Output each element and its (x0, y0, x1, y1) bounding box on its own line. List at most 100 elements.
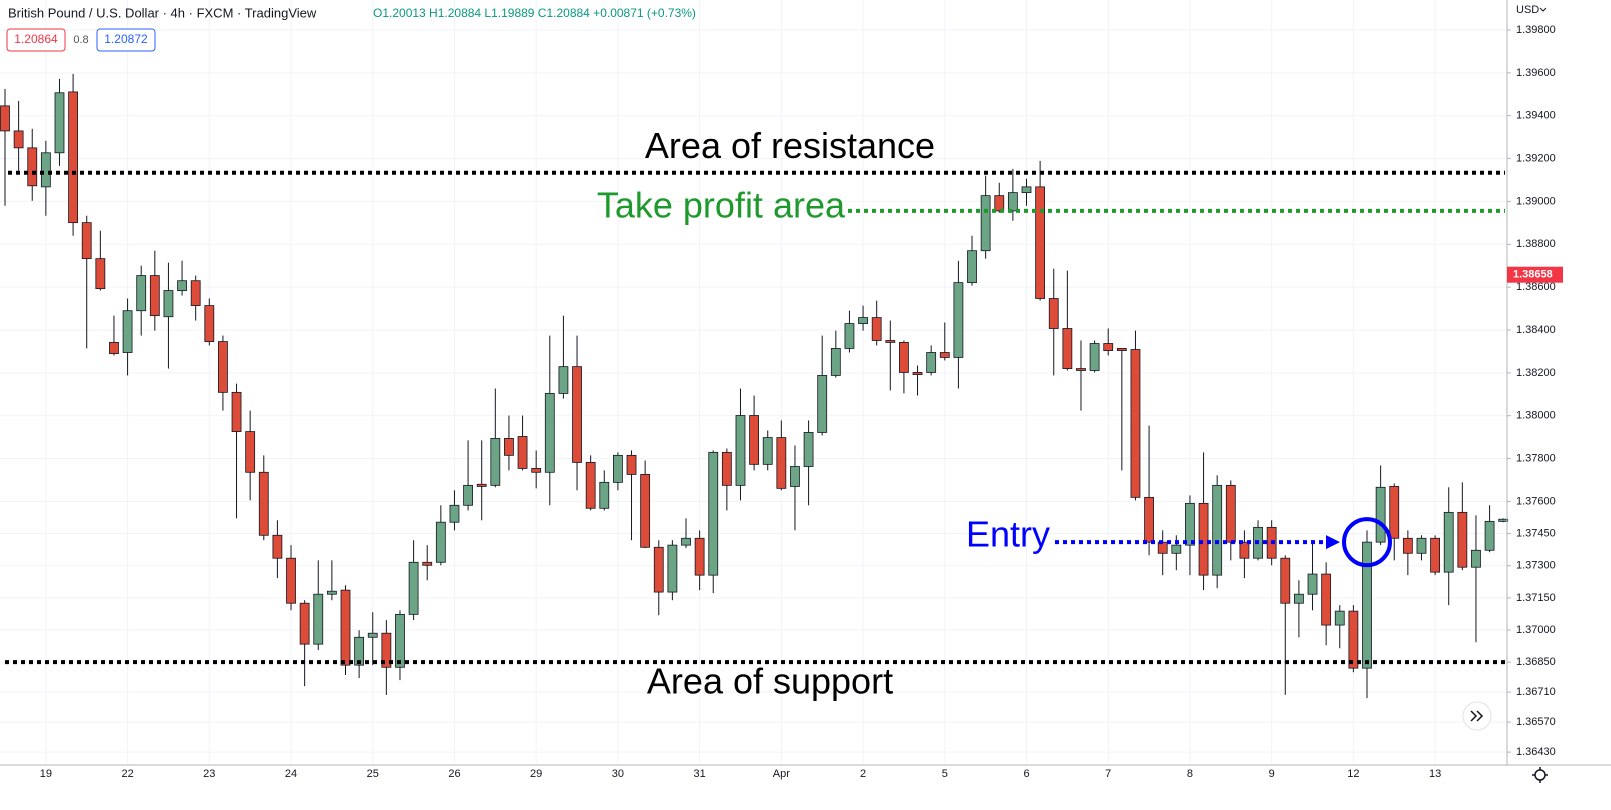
y-tick-label: 1.37450 (1516, 527, 1556, 539)
candle-body (803, 432, 814, 467)
candle-body (1280, 557, 1291, 604)
x-tick-label: 23 (203, 768, 215, 780)
sell-price[interactable]: 1.20864 (14, 32, 58, 46)
x-tick-label: 22 (121, 768, 133, 780)
candle-body (422, 561, 433, 566)
candle-body (776, 437, 787, 489)
candle-body (912, 372, 923, 375)
y-tick-label: 1.36850 (1516, 656, 1556, 668)
candle-body (1171, 544, 1182, 554)
candle-body (1198, 502, 1209, 576)
x-tick-label: 13 (1429, 768, 1441, 780)
x-tick-label: 6 (1023, 768, 1029, 780)
candle-body (1498, 518, 1509, 522)
candle-body (299, 602, 310, 645)
y-tick-label: 1.36570 (1516, 716, 1556, 728)
y-tick-label: 1.36430 (1516, 746, 1556, 758)
candle-body (245, 431, 256, 473)
scroll-icon[interactable] (1470, 710, 1484, 722)
settings-button[interactable] (1532, 767, 1548, 783)
candle-body (1089, 343, 1100, 371)
x-tick-label: 5 (942, 768, 948, 780)
y-tick-label: 1.39000 (1516, 195, 1556, 207)
candle-body (1185, 502, 1195, 546)
gear-teeth[interactable] (1532, 767, 1548, 783)
candle-body (1076, 368, 1086, 371)
entry-circle (1342, 517, 1392, 568)
candle-body (190, 280, 201, 306)
y-tick-label: 1.37000 (1516, 624, 1556, 636)
candle-body (844, 323, 855, 349)
candle-body (939, 352, 950, 358)
candle-body (626, 454, 637, 475)
candle-body (490, 438, 501, 486)
candle-body (1239, 541, 1250, 559)
candle-body (1294, 593, 1304, 604)
x-tick-label: 25 (367, 768, 379, 780)
candle-body (231, 391, 242, 432)
candle-body (967, 250, 977, 284)
symbol-title: British Pound / U.S. Dollar · 4h · FXCM … (8, 5, 317, 20)
sell-badge[interactable] (6, 28, 66, 52)
y-tick-label: 1.37150 (1516, 592, 1556, 604)
y-tick-label: 1.39600 (1516, 67, 1556, 79)
candle-body (1321, 573, 1332, 626)
candle-body (1484, 520, 1495, 551)
candle-body (95, 258, 106, 290)
y-tick-label: 1.39200 (1516, 152, 1556, 164)
candle-body (504, 438, 514, 456)
candle-body (585, 462, 596, 509)
spread: 0.8 (73, 34, 88, 46)
candle-body (1116, 348, 1127, 351)
candle-body (1443, 511, 1454, 573)
candle-body (1416, 537, 1427, 554)
candle-body (762, 437, 773, 465)
candle-body (1348, 610, 1359, 669)
scroll-button[interactable] (1462, 701, 1492, 731)
x-tick-label: 19 (40, 768, 52, 780)
y-tick-label: 1.38000 (1516, 410, 1556, 422)
candle-body (830, 348, 841, 376)
candle-body (122, 310, 133, 353)
ohlc-legend: O1.20013 H1.20884 L1.19889 C1.20884 +0.0… (373, 6, 696, 20)
currency-label[interactable]: USD (1516, 4, 1539, 16)
candle-body (326, 590, 337, 595)
candle-body (313, 593, 324, 645)
candle-body (1021, 186, 1032, 194)
candle-body (1430, 537, 1440, 573)
candle-body (435, 521, 446, 563)
candle-body (163, 290, 174, 318)
candle-body (40, 152, 51, 188)
x-tick-label: 9 (1269, 768, 1275, 780)
candle-body (735, 415, 746, 486)
candle-body (708, 451, 719, 576)
x-tick-label: 29 (530, 768, 542, 780)
candle-body (463, 484, 473, 506)
buy-badge[interactable] (96, 28, 156, 52)
candle-body (13, 130, 24, 149)
candle-body (517, 436, 528, 469)
candle-body (1130, 349, 1141, 498)
candle-body (899, 342, 909, 373)
candle-body (1334, 610, 1345, 626)
candle-body (926, 352, 937, 373)
candle-body (367, 632, 378, 638)
candle-body (531, 468, 542, 473)
candle-body (258, 471, 269, 536)
x-tick-label: 31 (693, 768, 705, 780)
candle-body (340, 589, 351, 666)
candle-body (1048, 298, 1059, 329)
candle-body (1457, 511, 1468, 568)
candle-body (721, 451, 732, 486)
y-tick-label: 1.38400 (1516, 324, 1556, 336)
candle-body (1103, 343, 1114, 351)
y-tick-label: 1.38800 (1516, 238, 1556, 250)
buy-price[interactable]: 1.20872 (104, 32, 148, 46)
candle-body (885, 340, 896, 343)
candle-body (1471, 549, 1481, 568)
candle-body (1035, 186, 1046, 299)
y-tick-label: 1.36710 (1516, 686, 1556, 698)
candle-body (653, 546, 664, 593)
